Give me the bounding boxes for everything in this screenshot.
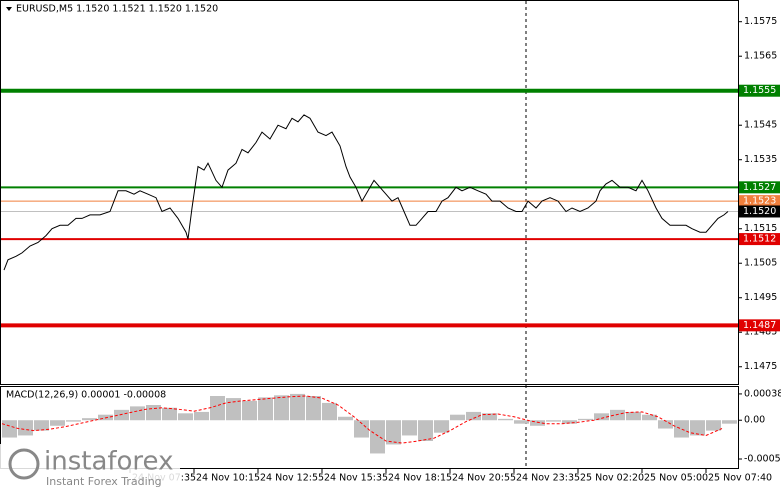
histogram-bar [178, 413, 193, 421]
histogram-bar [466, 411, 481, 421]
histogram-bar [242, 400, 257, 421]
x-tick-label: 25 Nov 07:40 [708, 473, 772, 484]
histogram-bar [114, 409, 129, 421]
histogram-bar [402, 420, 417, 436]
histogram-bar [2, 420, 17, 438]
histogram-bar [146, 405, 161, 421]
signal-line [1, 395, 723, 444]
histogram-bar [674, 420, 689, 438]
y-tick-label: 1.1575 [744, 16, 777, 27]
x-tick-label: 24 Nov 18:15 [388, 473, 452, 484]
y-tick-label: 1.1495 [744, 292, 777, 303]
level-label-bg [739, 233, 780, 246]
histogram-bar [482, 413, 497, 421]
histogram-bar [50, 420, 65, 426]
histogram-bar [82, 418, 97, 421]
histogram-bar [226, 398, 241, 421]
level-label: 1.1527 [743, 182, 776, 193]
x-tick-label: 24 Nov 20:55 [452, 473, 516, 484]
level-label-bg [739, 319, 780, 332]
histogram-bar [514, 420, 529, 424]
y-tick-label: -0.00056 [744, 454, 781, 465]
histogram-bar [658, 420, 673, 429]
histogram-bar [306, 396, 321, 421]
y-tick-label: 1.1505 [744, 258, 777, 269]
y-tick-label: 1.1545 [744, 120, 777, 131]
logo-icon [8, 448, 40, 480]
histogram-bar [546, 420, 561, 422]
main-pane [0, 0, 739, 385]
watermark: instaforex Instant Forex Trading [0, 444, 180, 489]
histogram-bar [34, 420, 49, 431]
histogram-bar [18, 420, 33, 436]
histogram-bar [66, 420, 81, 422]
menu-arrow [6, 7, 12, 11]
histogram-bar [642, 414, 657, 421]
chart-title: EURUSD,M5 1.1520 1.1521 1.1520 1.1520 [16, 4, 218, 15]
slogan: Instant Forex Trading [46, 475, 162, 488]
histogram-bar [706, 420, 721, 431]
y-tick-label: 0.00 [744, 415, 765, 426]
histogram-bar [594, 413, 609, 421]
level-label-bg [739, 205, 780, 218]
histogram-bar [258, 397, 273, 421]
x-tick-label: 25 Nov 02:20 [580, 473, 644, 484]
y-tick-label: 1.1475 [744, 361, 777, 372]
histogram-bar [562, 420, 577, 424]
histogram-bar [162, 407, 177, 421]
y-tick-label: 1.1515 [744, 223, 777, 234]
macd-title: MACD(12,26,9) 0.00001 -0.00008 [6, 390, 166, 401]
histogram-bar [722, 420, 737, 424]
histogram-bar [290, 393, 305, 421]
x-tick-label: 24 Nov 10:15 [196, 473, 260, 484]
histogram-bar [322, 402, 337, 421]
level-label: 1.1523 [743, 196, 776, 207]
level-label-bg [739, 84, 780, 97]
histogram-bar [578, 418, 593, 421]
y-tick-label: 0.00038 [744, 388, 781, 399]
histogram-bar [434, 420, 449, 433]
price-line [3, 114, 729, 271]
histogram-bar [498, 418, 513, 421]
x-tick-label: 24 Nov 23:35 [516, 473, 580, 484]
level-label-bg [739, 181, 780, 194]
histogram-bar [370, 420, 385, 454]
histogram-bar [386, 420, 401, 445]
histogram-bar [530, 420, 545, 426]
histogram-bar [610, 409, 625, 421]
brand: instaforex [44, 447, 173, 477]
histogram-bar [450, 414, 465, 421]
level-label: 1.1555 [743, 85, 776, 96]
histogram-bar [194, 411, 209, 421]
y-tick-label: 1.1565 [744, 51, 777, 62]
y-tick-label: 1.1535 [744, 154, 777, 165]
histogram-bar [418, 420, 433, 441]
histogram-bar [690, 420, 705, 436]
level-label-bg [739, 195, 780, 208]
x-tick-label: 25 Nov 05:00 [644, 473, 708, 484]
histogram-bar [354, 420, 369, 438]
histogram-bar [130, 406, 145, 421]
histogram-bar [338, 416, 353, 421]
level-label: 1.1520 [743, 206, 776, 217]
x-tick-label: 24 Nov 15:35 [324, 473, 388, 484]
level-label: 1.1487 [743, 320, 776, 331]
histogram-bar [210, 396, 225, 421]
y-tick-label: 1.1485 [744, 327, 777, 338]
level-label: 1.1512 [743, 234, 776, 245]
x-tick-label: 24 Nov 12:55 [260, 473, 324, 484]
histogram-bar [626, 411, 641, 421]
histogram-bar [274, 395, 289, 421]
